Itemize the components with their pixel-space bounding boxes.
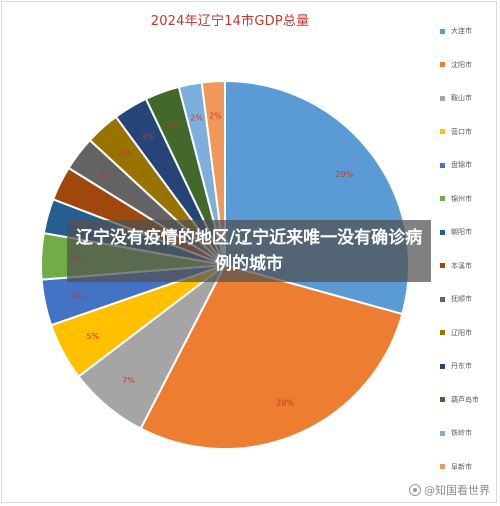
legend-item: 朝阳市	[440, 227, 472, 237]
legend-label: 铁岭市	[451, 429, 472, 437]
legend-label: 盘锦市	[451, 161, 472, 169]
slice-data-label: 5%	[86, 332, 99, 341]
legend-item: 大连市	[440, 26, 472, 36]
legend-label: 朝阳市	[451, 228, 472, 236]
headline-banner: 辽宁没有疫情的地区/辽宁近来唯一没有确诊病例的城市	[67, 220, 431, 282]
watermark: @知国看世界	[409, 482, 490, 498]
slice-data-label: 28%	[276, 398, 294, 407]
legend-item: 阜新市	[440, 462, 472, 472]
legend-label: 阜新市	[451, 462, 472, 471]
legend-swatch	[440, 263, 445, 268]
legend-item: 丹东市	[440, 361, 472, 371]
slice-data-label: 3%	[142, 132, 155, 141]
slice-data-label: 29%	[335, 170, 353, 179]
headline-text: 辽宁没有疫情的地区/辽宁近来唯一没有确诊病例的城市	[75, 228, 423, 274]
legend-label: 鞍山市	[451, 94, 472, 102]
legend-item: 葫芦岛市	[440, 395, 479, 405]
legend-swatch	[440, 129, 445, 134]
legend-swatch	[440, 464, 445, 469]
legend-swatch	[440, 229, 445, 235]
legend-item: 本溪市	[440, 261, 472, 271]
slice-data-label: 3%	[119, 149, 132, 158]
pie-slice	[200, 79, 226, 266]
legend-label: 丹东市	[451, 362, 472, 370]
pie-slice	[139, 263, 404, 450]
slice-data-label: 4%	[72, 292, 85, 301]
legend-swatch	[440, 397, 445, 402]
legend-label: 抚顺市	[451, 295, 472, 303]
legend-label: 营口市	[451, 127, 472, 136]
legend-swatch	[440, 162, 445, 168]
legend-swatch	[440, 196, 445, 201]
legend-item: 营口市	[440, 127, 472, 137]
legend-label: 沈阳市	[451, 60, 472, 69]
slice-data-label: 2%	[209, 111, 222, 120]
slice-data-label: 3%	[84, 194, 97, 203]
legend-label: 锦州市	[451, 194, 472, 203]
legend-item: 铁岭市	[440, 428, 472, 438]
legend-label: 本溪市	[451, 261, 472, 270]
slice-data-label: 3%	[167, 120, 180, 129]
legend-item: 鞍山市	[440, 93, 472, 103]
legend-label: 辽阳市	[451, 328, 472, 337]
legend-item: 抚顺市	[440, 294, 472, 304]
legend-item: 沈阳市	[440, 60, 472, 70]
legend-swatch	[440, 95, 445, 101]
circle-logo-icon	[409, 484, 421, 496]
slice-data-label: 3%	[99, 170, 112, 179]
legend-label: 大连市	[451, 27, 472, 35]
watermark-text: @知国看世界	[424, 484, 490, 497]
legend-swatch	[440, 330, 445, 335]
legend-item: 辽阳市	[440, 328, 472, 338]
slice-data-label: 2%	[190, 114, 203, 123]
legend-item: 锦州市	[440, 194, 472, 204]
slice-data-label: 7%	[122, 376, 135, 385]
legend-swatch	[440, 363, 445, 369]
legend-swatch	[440, 296, 445, 302]
chart-title: 2024年辽宁14市GDP总量	[150, 14, 310, 29]
legend-item: 盘锦市	[440, 160, 472, 170]
legend-swatch	[440, 28, 445, 34]
legend-label: 葫芦岛市	[451, 395, 479, 404]
legend-swatch	[440, 62, 445, 67]
legend-swatch	[440, 430, 445, 436]
